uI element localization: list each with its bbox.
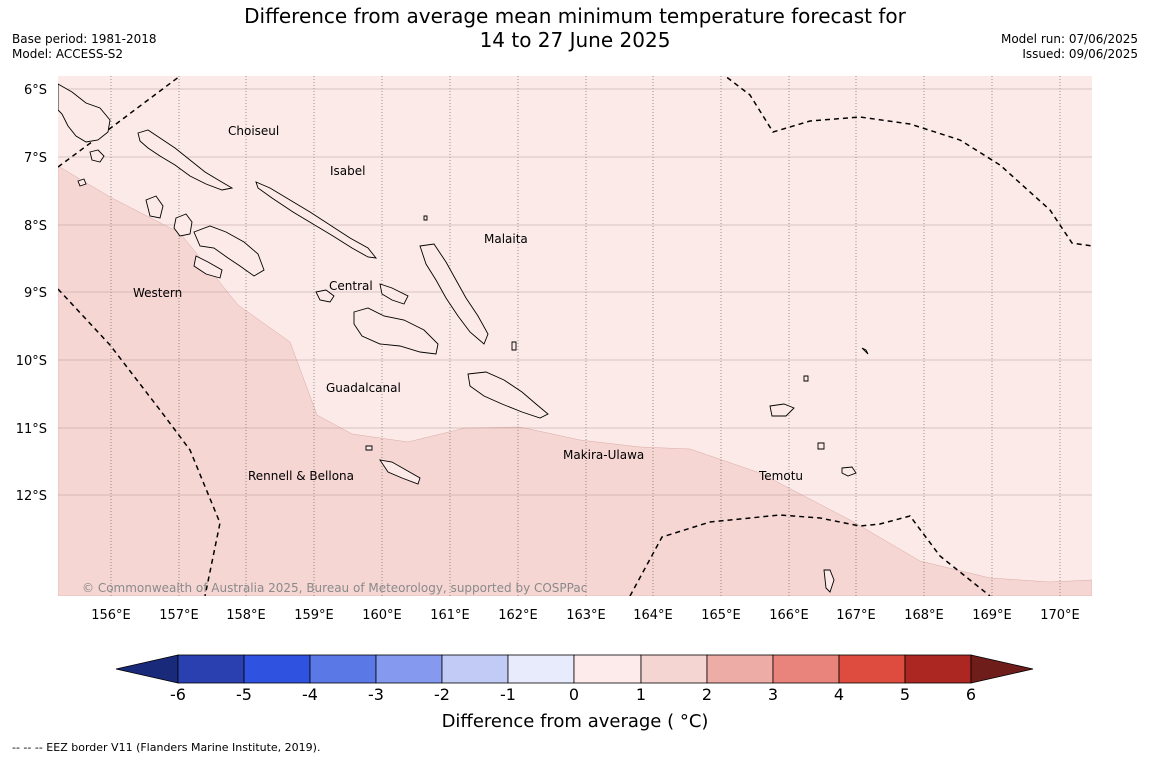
colorbar — [115, 654, 1034, 684]
colorbar-tick: -3 — [368, 685, 384, 704]
colorbar-tick: -6 — [170, 685, 186, 704]
lon-label: 169°E — [972, 608, 1012, 623]
lon-label: 161°E — [430, 608, 470, 623]
colorbar-tick: 1 — [635, 685, 647, 704]
title-line-2: 14 to 27 June 2025 — [479, 28, 671, 52]
lon-label: 166°E — [769, 608, 809, 623]
colorbar-tick: 6 — [965, 685, 977, 704]
region-label-malaita: Malaita — [484, 232, 528, 246]
lon-label: 164°E — [633, 608, 673, 623]
colorbar-bin — [507, 654, 575, 684]
issued-text: Issued: 09/06/2025 — [1022, 47, 1138, 61]
colorbar-title: Difference from average ( °C) — [441, 711, 709, 732]
region-label-makira-ulawa: Makira-Ulawa — [563, 448, 644, 462]
lat-label: 8°S — [24, 219, 47, 234]
colorbar-bin — [177, 654, 245, 684]
lon-label: 162°E — [498, 608, 538, 623]
colorbar-tick: -4 — [302, 685, 318, 704]
lon-label: 170°E — [1040, 608, 1080, 623]
colorbar-tick: -5 — [236, 685, 252, 704]
lon-label: 168°E — [904, 608, 944, 623]
lat-label: 10°S — [16, 354, 47, 369]
model-text: Model: ACCESS-S2 — [12, 47, 124, 61]
lon-label: 156°E — [91, 608, 131, 623]
lat-label: 12°S — [16, 489, 47, 504]
region-label-rennell-bellona: Rennell & Bellona — [248, 469, 354, 483]
lat-label: 7°S — [24, 151, 47, 166]
colorbar-bin — [838, 654, 906, 684]
title-line-1: Difference from average mean minimum tem… — [244, 4, 906, 28]
region-label-temotu: Temotu — [758, 469, 803, 483]
lon-label: 160°E — [362, 608, 402, 623]
lat-tick-labels: 6°S 7°S 8°S 9°S 10°S 11°S 12°S — [16, 83, 47, 504]
region-label-isabel: Isabel — [330, 164, 365, 178]
colorbar-bin — [375, 654, 443, 684]
region-label-central: Central — [329, 279, 373, 293]
lon-tick-labels: 156°E 157°E 158°E 159°E 160°E 161°E 162°… — [91, 608, 1080, 623]
colorbar-bin — [772, 654, 840, 684]
region-label-choiseul: Choiseul — [228, 124, 279, 138]
colorbar-tick: 4 — [833, 685, 845, 704]
lon-label: 163°E — [566, 608, 606, 623]
coastlines — [58, 83, 869, 593]
colorbar-extend-high — [970, 654, 1034, 684]
colorbar-tick: 3 — [767, 685, 779, 704]
lon-label: 158°E — [226, 608, 266, 623]
lat-label: 9°S — [24, 286, 47, 301]
lon-label: 167°E — [836, 608, 876, 623]
colorbar-bin — [243, 654, 311, 684]
map-figure: Choiseul Isabel Malaita Western Central … — [16, 76, 1092, 684]
colorbar-tick: 2 — [701, 685, 713, 704]
model-run-text: Model run: 07/06/2025 — [1000, 32, 1138, 46]
eez-borders — [58, 76, 1092, 596]
colorbar-bin — [309, 654, 377, 684]
lon-label: 157°E — [159, 608, 199, 623]
lon-label: 165°E — [701, 608, 741, 623]
lat-label: 11°S — [16, 422, 47, 437]
region-label-western: Western — [133, 286, 182, 300]
region-labels: Choiseul Isabel Malaita Western Central … — [133, 124, 803, 483]
lat-label: 6°S — [24, 83, 47, 98]
anomaly-1-2-region — [58, 165, 1092, 596]
colorbar-tick: -1 — [500, 685, 516, 704]
base-period-text: Base period: 1981-2018 — [12, 32, 157, 46]
colorbar-bin — [441, 654, 509, 684]
colorbar-bin — [640, 654, 708, 684]
lat-gridlines — [58, 88, 1092, 496]
colorbar-bin — [706, 654, 774, 684]
region-label-guadalcanal: Guadalcanal — [326, 381, 401, 395]
lon-label: 159°E — [294, 608, 334, 623]
copyright-text: © Commonwealth of Australia 2025, Bureau… — [82, 581, 587, 595]
colorbar-extend-low — [115, 654, 179, 684]
colorbar-tick: -2 — [434, 685, 450, 704]
eez-legend-note: -- -- -- EEZ border V11 (Flanders Marine… — [12, 741, 321, 754]
colorbar-tick: 0 — [568, 685, 580, 704]
colorbar-tick: 5 — [899, 685, 911, 704]
colorbar-bin — [573, 654, 642, 684]
colorbar-bin — [904, 654, 972, 684]
